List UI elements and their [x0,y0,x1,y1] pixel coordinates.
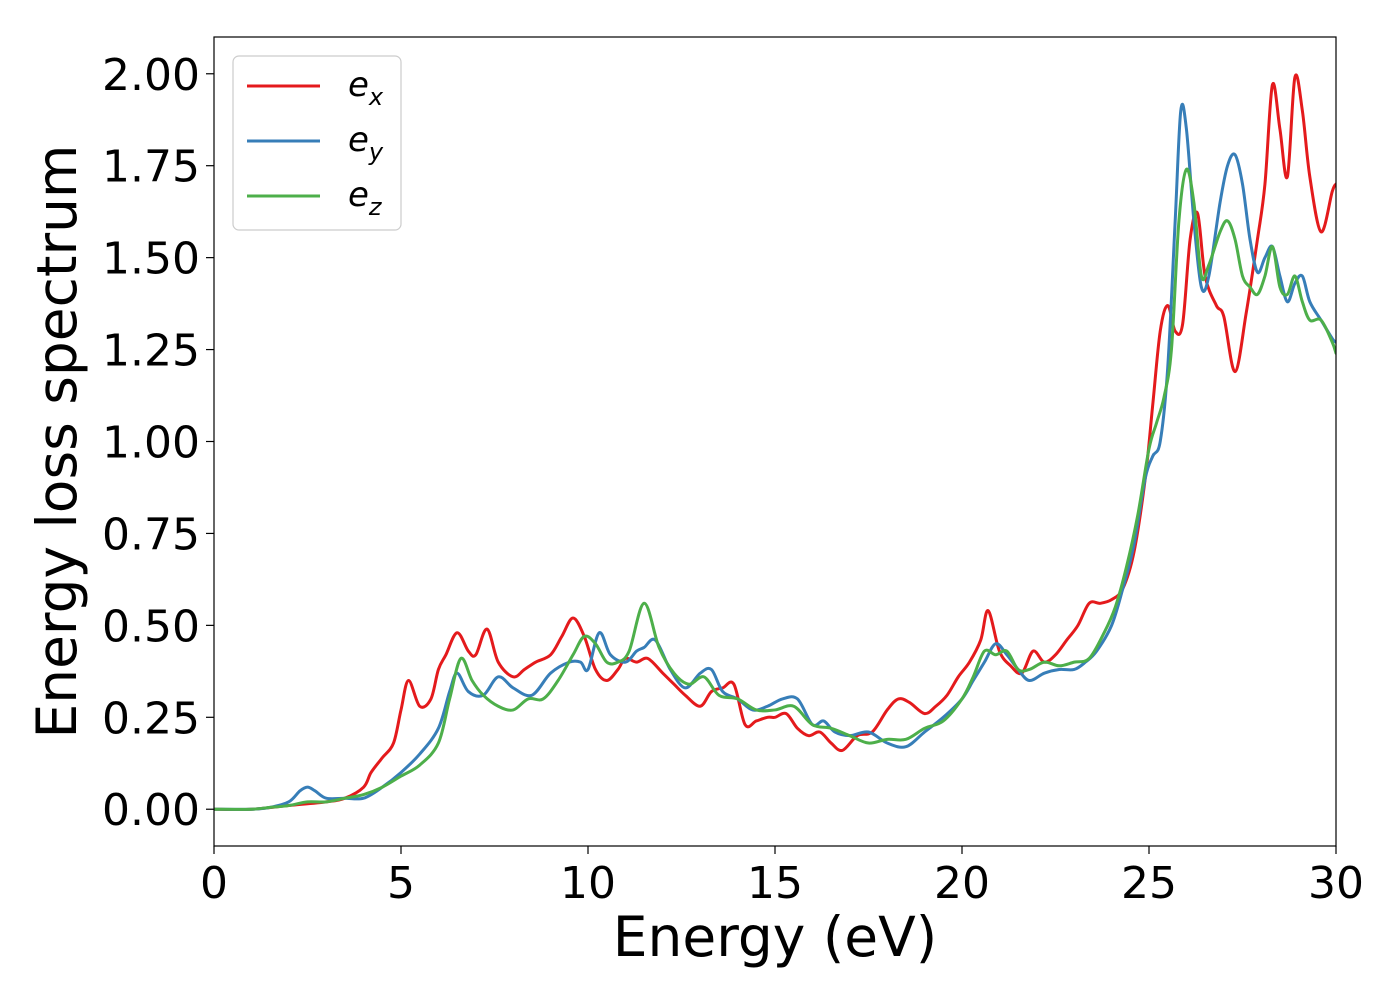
legend-label-x: ex [348,65,384,111]
y-tick-label: 0.00 [102,785,200,836]
legend: ex ey ez [232,55,402,231]
y-tick-label: 1.50 [102,234,200,285]
x-tick-label: 5 [387,858,415,909]
y-tick-label: 0.75 [102,509,200,560]
x-tick-label: 15 [747,858,803,909]
x-axis-label: Energy (eV) [613,905,937,969]
x-tick-label: 20 [934,858,990,909]
y-tick-label: 2.00 [102,50,200,101]
series-line-z [214,167,1336,811]
legend-label-z: ez [348,175,383,221]
y-tick-label: 1.25 [102,326,200,377]
x-tick-label: 25 [1121,858,1177,909]
x-tick-label: 30 [1308,858,1364,909]
y-tick-label: 0.50 [102,601,200,652]
series-layer [214,73,1336,811]
x-tick-label: 0 [200,858,228,909]
x-tick-label: 10 [560,858,616,909]
legend-box [232,55,402,231]
y-axis-label: Energy loss spectrum [25,144,89,738]
ticks-layer: 0 5 10 15 20 25 30 0.00 0.25 0.50 0.75 1.00 1.25 1.50… [102,50,1364,909]
legend-label-y: ey [348,120,384,166]
y-tick-label: 1.00 [102,418,200,469]
y-tick-label: 0.25 [102,693,200,744]
series-line-x [214,73,1336,811]
y-tick-label: 1.75 [102,142,200,193]
